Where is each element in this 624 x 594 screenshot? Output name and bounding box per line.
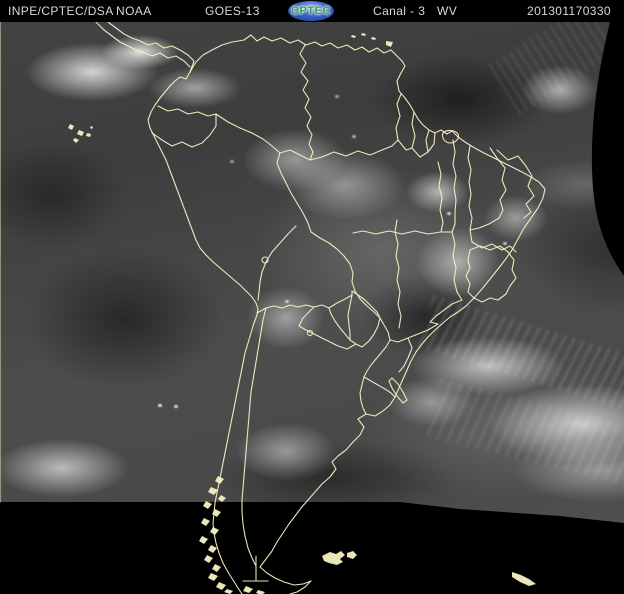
agency-label: INPE/CPTEC/DSA <box>8 4 114 18</box>
convective-cell-dots <box>158 404 162 407</box>
south-georgia-island <box>512 572 536 586</box>
falkland-islands <box>322 551 357 565</box>
galapagos-islands <box>68 124 93 143</box>
scan-edge-dark-region <box>0 502 624 594</box>
timestamp-label: 201301170330 <box>527 4 611 18</box>
coastline-south-america <box>95 21 546 594</box>
country-borders <box>151 44 436 582</box>
cptec-logo-text: CPTEC <box>291 5 331 17</box>
title-bar: INPE/CPTEC/DSA NOAA GOES-13 CPTEC Canal … <box>0 0 624 22</box>
chilean-archipelago <box>199 476 265 594</box>
caribbean-islands <box>351 33 393 47</box>
cptec-logo: CPTEC <box>288 1 334 21</box>
earth-limb-dark-region <box>591 22 624 276</box>
lake-titicaca <box>261 256 269 264</box>
state-borders <box>352 139 535 404</box>
channel-label: Canal - 3 <box>373 4 426 18</box>
operator-label: NOAA <box>116 4 152 18</box>
marajo-island <box>441 129 460 144</box>
satellite-name-label: GOES-13 <box>205 4 260 18</box>
band-label: WV <box>437 4 458 18</box>
islands <box>68 33 536 594</box>
small-lake <box>306 329 314 337</box>
